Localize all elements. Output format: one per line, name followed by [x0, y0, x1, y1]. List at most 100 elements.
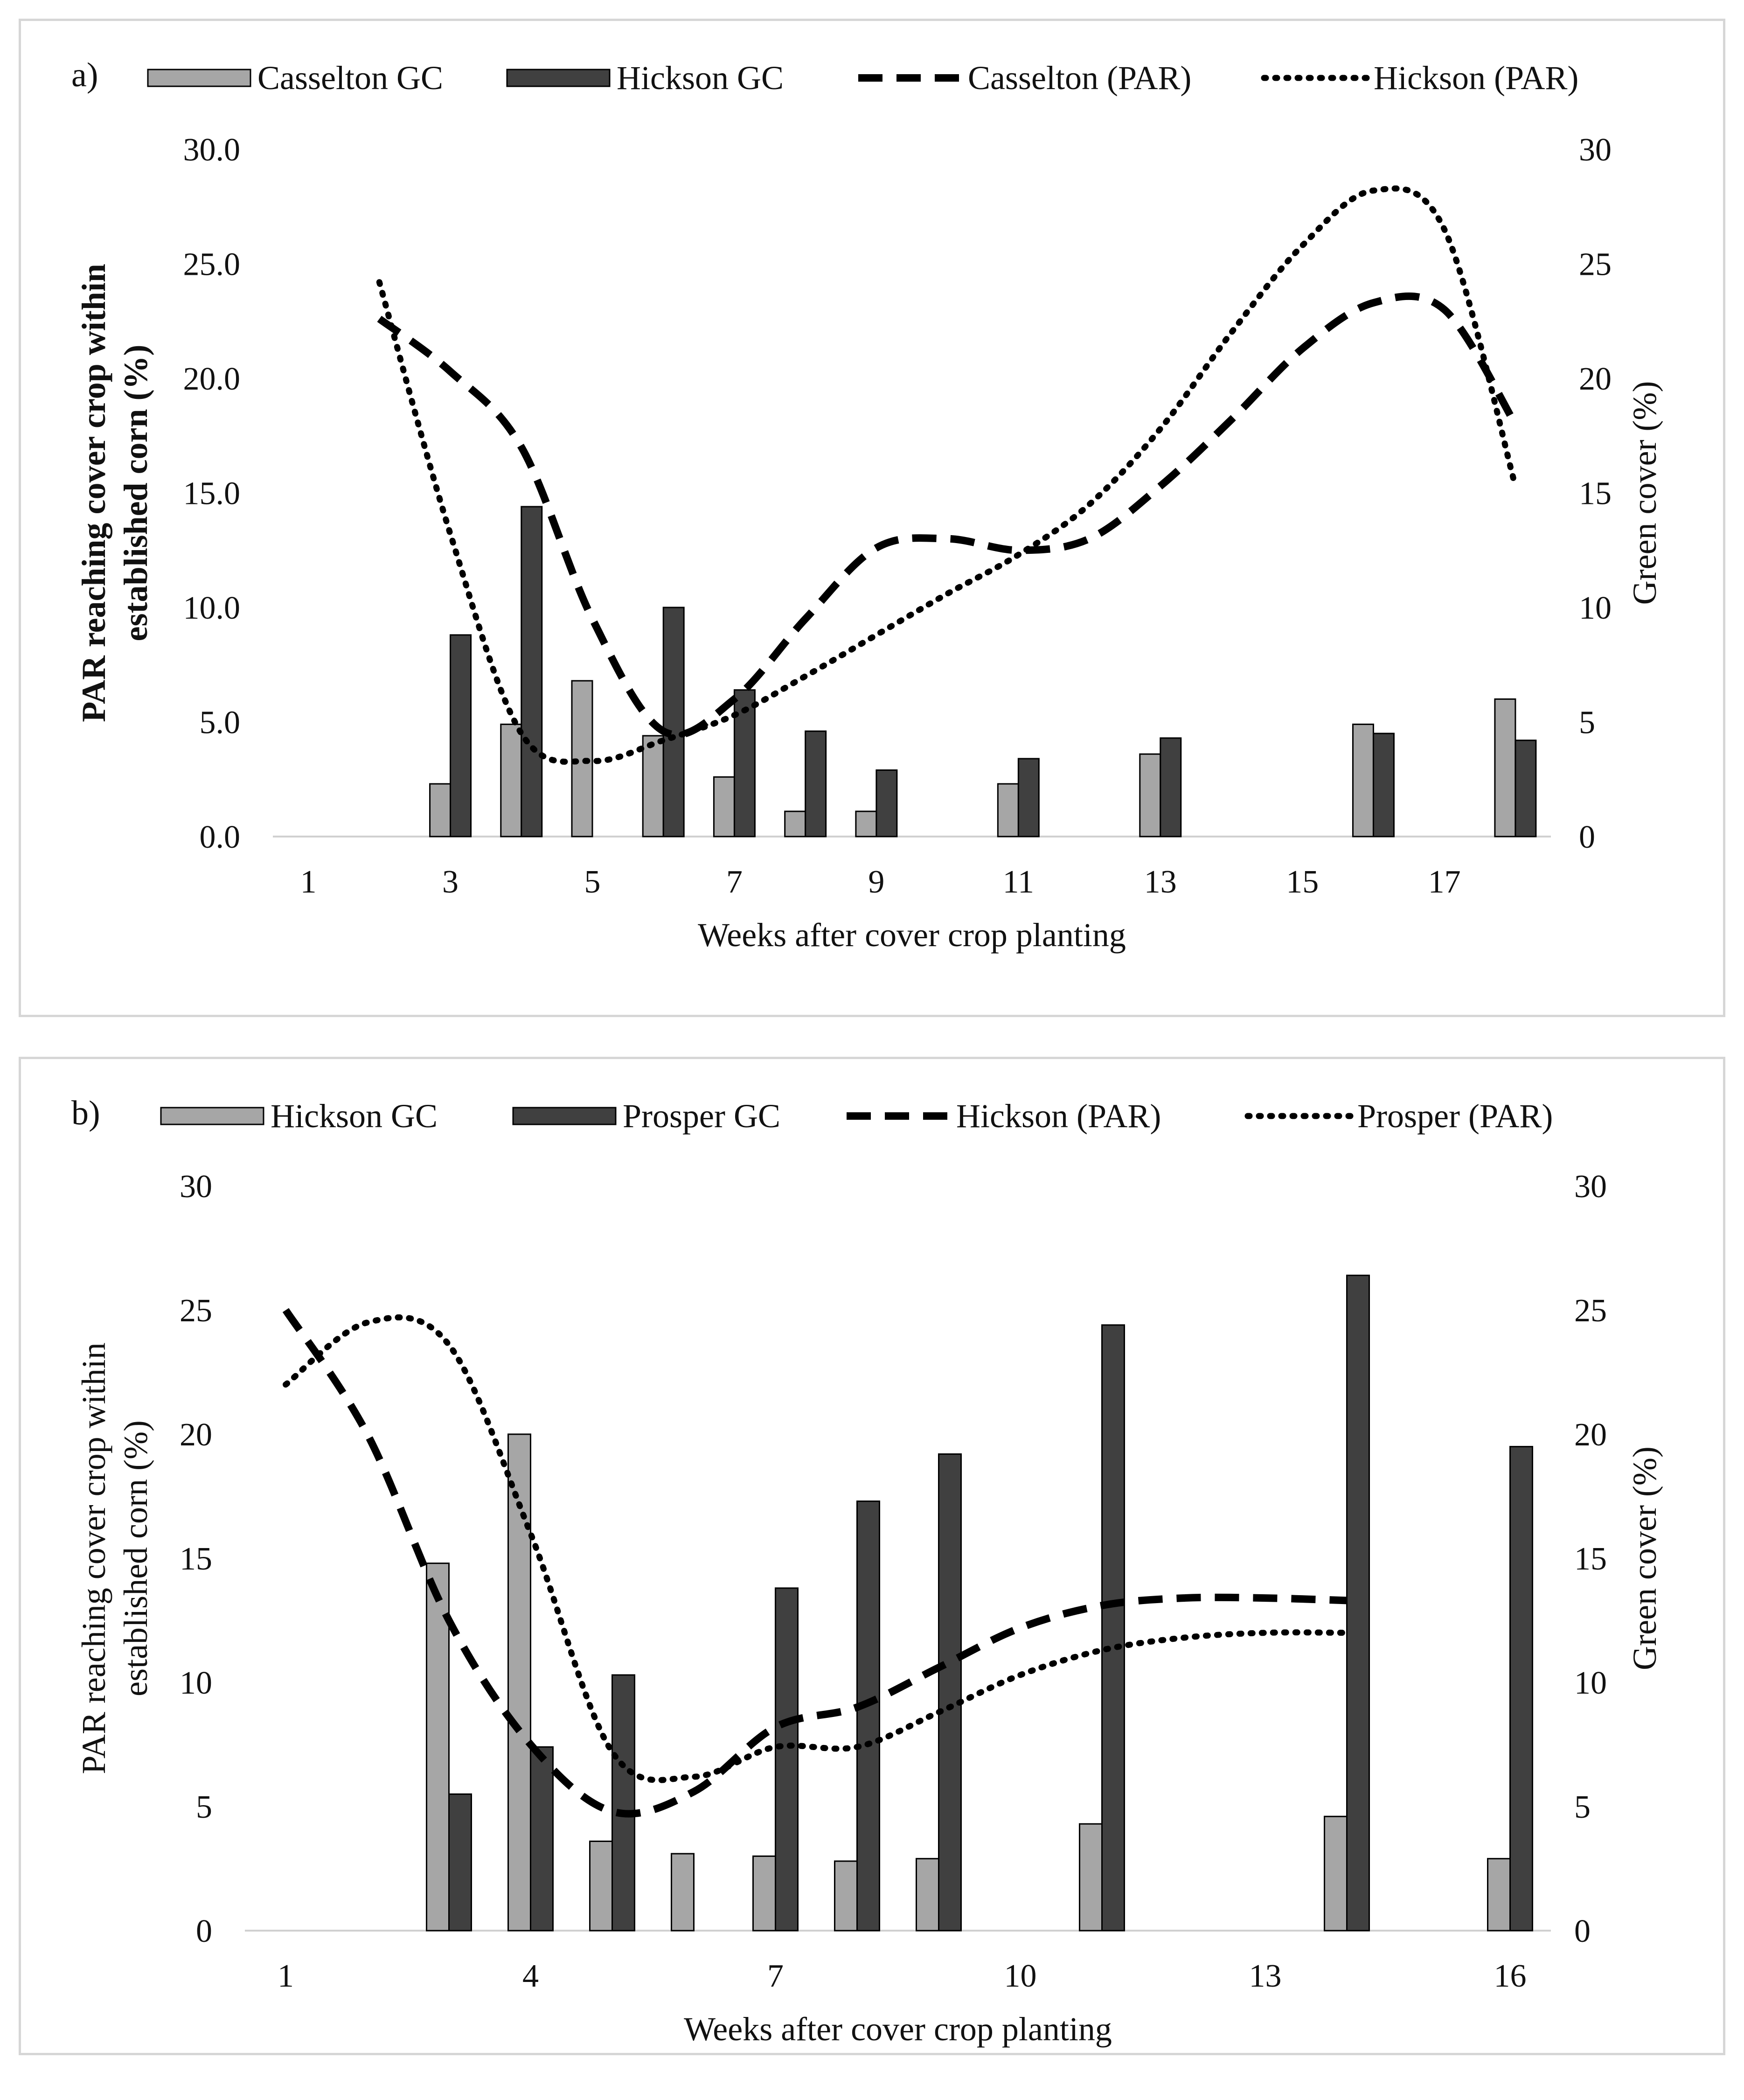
chart-b-bar-prosper-gc8: [1509, 1446, 1533, 1932]
chart-a-line-casselton-par-: [377, 292, 1519, 739]
chart-a-y-left-tick-2: 10.0: [183, 590, 241, 626]
chart-b-y-left-label-0: PAR reaching cover crop within: [75, 1342, 112, 1774]
chart-b-bar-prosper-gc3: [775, 1587, 799, 1932]
chart-b-bar-hickson-gc7: [1079, 1823, 1103, 1932]
chart-a-legend-label-0: Casselton GC: [257, 59, 443, 97]
chart-b-y-left-tick-6: 30: [180, 1169, 212, 1205]
chart-a-bar-hickson-gc2: [662, 607, 685, 837]
chart-b-x-tick-3: 10: [1004, 1958, 1037, 1994]
chart-a-y-right-tick-1: 5: [1579, 705, 1595, 741]
chart-a-x-tick-2: 5: [584, 864, 601, 900]
chart-b-line-hickson-par-: [282, 1308, 1347, 1818]
chart-b-x-tick-0: 1: [278, 1958, 294, 1994]
chart-a-y-left-tick-5: 25.0: [183, 247, 241, 283]
chart-a-y-right-tick-5: 25: [1579, 247, 1612, 283]
chart-a-bar-hickson-gc5: [875, 769, 898, 837]
chart-a-x-tick-4: 9: [868, 864, 884, 900]
chart-b-legend-label-2: Hickson (PAR): [956, 1097, 1161, 1135]
chart-a-x-tick-5: 11: [1003, 864, 1034, 900]
chart-a-x-tick-1: 3: [442, 864, 459, 900]
chart-b-legend-label-3: Prosper (PAR): [1357, 1097, 1553, 1135]
chart-b-bar-prosper-gc7: [1346, 1275, 1370, 1932]
chart-b-bar-hickson-gc3: [671, 1853, 695, 1932]
chart-a-y-right-tick-4: 20: [1579, 361, 1612, 397]
chart-a-bar-hickson-gc0: [450, 634, 472, 837]
chart-b-bar-prosper-gc6: [1101, 1324, 1125, 1932]
chart-panel-a: a) Casselton GC Hickson GC Casselton (PAR) H…: [19, 19, 1725, 1017]
chart-b-bar-hickson-gc8: [1324, 1815, 1348, 1932]
chart-b-y-left-tick-3: 15: [180, 1541, 212, 1577]
chart-a-y-right-tick-2: 10: [1579, 590, 1612, 626]
chart-a-bar-casselton-gc9: [1352, 723, 1374, 837]
chart-b-x-tick-4: 13: [1249, 1958, 1282, 1994]
chart-a-x-tick-8: 17: [1428, 864, 1461, 900]
chart-a-bar-casselton-gc1: [500, 723, 522, 837]
chart-a-svg: a) Casselton GC Hickson GC Casselton (PAR) H…: [71, 56, 1663, 954]
chart-b-bar-prosper-gc5: [938, 1453, 962, 1932]
chart-a-bar-casselton-gc8: [1139, 753, 1161, 837]
chart-a-bar-casselton-gc6: [855, 810, 877, 837]
chart-a-x-tick-6: 13: [1144, 864, 1177, 900]
chart-b-y-right-tick-6: 30: [1574, 1169, 1607, 1205]
chart-a-bar-hickson-gc8: [1372, 733, 1395, 837]
chart-a-legend-label-1: Hickson GC: [617, 59, 784, 97]
chart-a-bar-casselton-gc4: [713, 776, 735, 837]
chart-a-y-left-tick-3: 15.0: [183, 476, 241, 512]
chart-a-bar-casselton-gc0: [429, 783, 452, 837]
chart-a-line-hickson-par-: [376, 185, 1519, 765]
chart-b-y-right-tick-3: 15: [1574, 1541, 1607, 1577]
chart-b-y-left-tick-0: 0: [196, 1913, 212, 1949]
chart-a-y-left-tick-4: 20.0: [183, 361, 241, 397]
chart-b-bar-prosper-gc0: [448, 1793, 472, 1932]
chart-b-panel-label: b): [71, 1094, 100, 1132]
chart-a-legend-swatch-0: [147, 69, 251, 87]
chart-a-bar-hickson-gc7: [1160, 737, 1182, 837]
chart-a-y-right-tick-6: 30: [1579, 132, 1612, 168]
chart-b-legend-label-0: Hickson GC: [271, 1097, 438, 1135]
chart-b-bar-prosper-gc1: [530, 1746, 554, 1932]
chart-b-y-right-tick-2: 10: [1574, 1665, 1607, 1701]
chart-b-y-right-tick-5: 25: [1574, 1293, 1607, 1329]
chart-b-y-right-label: Green cover (%): [1626, 1446, 1663, 1670]
chart-b-y-left-tick-5: 25: [180, 1293, 212, 1329]
chart-b-bar-hickson-gc5: [834, 1860, 858, 1932]
chart-b-x-tick-5: 16: [1494, 1958, 1527, 1994]
chart-a-bar-casselton-gc10: [1494, 698, 1516, 837]
chart-a-bar-hickson-gc9: [1515, 740, 1537, 837]
chart-a-x-axis-label: Weeks after cover crop planting: [698, 916, 1126, 954]
chart-b-x-axis-label: Weeks after cover crop planting: [684, 2010, 1112, 2048]
chart-b-svg: b) Hickson GC Prosper GC Hickson (PAR) Prosp…: [71, 1094, 1663, 2048]
chart-b-x-tick-1: 4: [522, 1958, 539, 1994]
chart-a-bar-casselton-gc7: [997, 783, 1019, 837]
chart-a-legend-swatch-1: [506, 69, 611, 87]
chart-b-y-left-tick-2: 10: [180, 1665, 212, 1701]
chart-b-legend-swatch-0: [160, 1107, 264, 1125]
chart-a-bar-casselton-gc5: [784, 810, 806, 837]
chart-b-y-right-tick-0: 0: [1574, 1913, 1591, 1949]
chart-b-x-tick-2: 7: [767, 1958, 784, 1994]
chart-b-y-right-tick-4: 20: [1574, 1417, 1607, 1453]
chart-a-bar-hickson-gc6: [1017, 758, 1040, 837]
chart-b-legend-swatch-1: [512, 1107, 617, 1125]
chart-b-y-left-tick-1: 5: [196, 1789, 212, 1825]
chart-a-bar-hickson-gc1: [521, 506, 543, 837]
chart-a-y-right-label: Green cover (%): [1626, 381, 1663, 605]
chart-b-bar-hickson-gc2: [589, 1840, 613, 1932]
chart-b-bar-hickson-gc6: [916, 1858, 939, 1932]
chart-b-line-prosper-par-: [283, 1314, 1350, 1783]
chart-panel-b: b) Hickson GC Prosper GC Hickson (PAR) Prosp…: [19, 1057, 1725, 2055]
chart-a-y-left-tick-6: 30.0: [183, 132, 241, 168]
chart-b-bar-hickson-gc0: [426, 1563, 450, 1932]
chart-b-legend-label-1: Prosper GC: [623, 1097, 780, 1135]
chart-a-y-left-label-1: established corn (%): [117, 345, 154, 642]
chart-a-bar-casselton-gc3: [642, 735, 664, 837]
chart-b-bar-hickson-gc4: [752, 1855, 776, 1932]
chart-b-bar-prosper-gc2: [611, 1674, 635, 1932]
chart-a-x-tick-7: 15: [1286, 864, 1319, 900]
chart-a-bar-hickson-gc4: [805, 730, 827, 837]
chart-a-y-left-tick-1: 5.0: [200, 705, 241, 741]
chart-a-x-tick-3: 7: [726, 864, 743, 900]
chart-a-panel-label: a): [71, 56, 98, 94]
chart-b-y-right-tick-1: 5: [1574, 1789, 1591, 1825]
chart-b-y-left-tick-4: 20: [180, 1417, 212, 1453]
